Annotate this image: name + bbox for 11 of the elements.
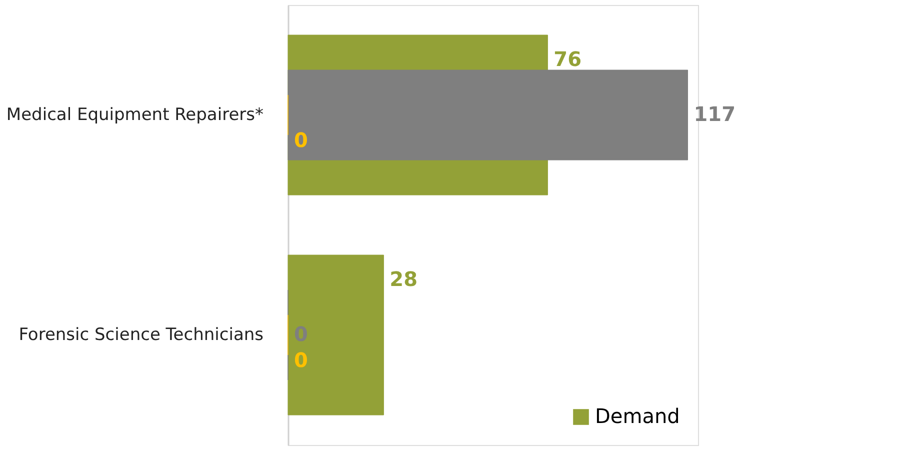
data-label: 117 xyxy=(694,102,736,126)
data-label: 0 xyxy=(294,322,308,346)
y-tick-label: Forensic Science Technicians xyxy=(18,325,264,345)
y-tick-label: Medical Equipment Repairers* xyxy=(6,105,264,125)
data-label: 0 xyxy=(294,128,308,152)
data-label: 76 xyxy=(554,47,582,71)
data-label: 28 xyxy=(390,267,418,291)
bar xyxy=(288,70,688,160)
bar xyxy=(288,254,384,416)
data-label: 0 xyxy=(294,348,308,372)
legend-label: Demand xyxy=(595,404,680,428)
